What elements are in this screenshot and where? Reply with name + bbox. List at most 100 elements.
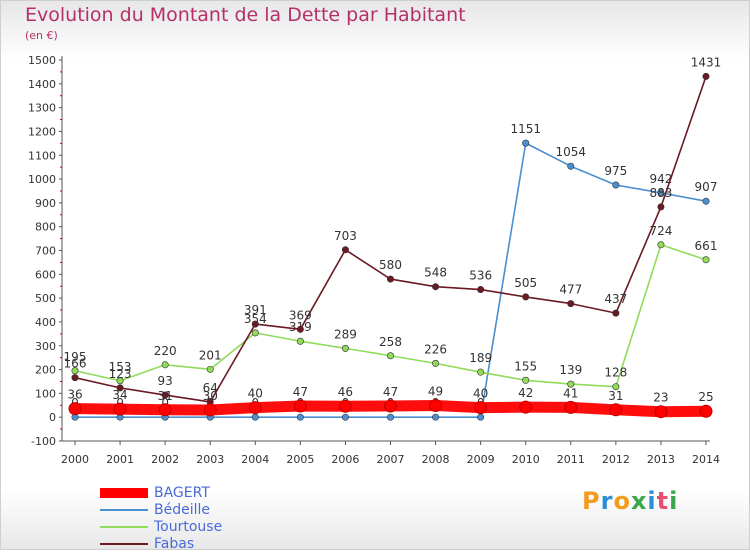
x-tick-label: 2001 xyxy=(106,453,134,466)
data-point-bedeille xyxy=(341,413,349,421)
data-point-bagert xyxy=(429,399,443,413)
data-point-fabas xyxy=(432,283,440,291)
data-label-bagert: 36 xyxy=(67,388,82,402)
data-point-tourtouse xyxy=(657,241,665,249)
data-point-fabas xyxy=(657,203,665,211)
y-tick-label: 500 xyxy=(35,292,56,305)
data-point-fabas xyxy=(567,300,575,308)
x-tick-label: 2002 xyxy=(151,453,179,466)
y-tick-label: 400 xyxy=(35,316,56,329)
x-tick-label: 2011 xyxy=(557,453,585,466)
data-label-fabas: 64 xyxy=(203,381,218,395)
legend-swatch-bedeille xyxy=(100,508,148,511)
data-point-fabas xyxy=(71,374,79,382)
data-label-tourtouse: 289 xyxy=(334,327,357,341)
data-label-tourtouse: 128 xyxy=(604,366,627,380)
data-point-bedeille xyxy=(432,413,440,421)
data-label-tourtouse: 201 xyxy=(199,348,222,362)
y-tick-label: 1000 xyxy=(28,173,56,186)
legend-item-bagert: BAGERT xyxy=(100,484,222,501)
data-label-tourtouse: 226 xyxy=(424,342,447,356)
data-point-bedeille xyxy=(386,413,394,421)
data-point-tourtouse xyxy=(386,352,394,360)
data-label-fabas: 580 xyxy=(379,258,402,272)
data-label-fabas: 437 xyxy=(604,292,627,306)
data-label-bagert: 34 xyxy=(112,388,127,402)
data-label-tourtouse: 155 xyxy=(514,359,537,373)
x-tick-label: 2013 xyxy=(647,453,675,466)
data-point-fabas xyxy=(161,391,169,399)
data-label-tourtouse: 195 xyxy=(64,350,87,364)
data-label-bagert: 31 xyxy=(158,389,173,403)
data-point-bagert xyxy=(384,399,397,413)
data-point-tourtouse xyxy=(702,256,710,264)
data-point-bagert xyxy=(203,403,217,417)
logo-letter: x xyxy=(630,487,648,515)
data-label-bedeille: 0 xyxy=(161,396,169,410)
data-label-fabas: 505 xyxy=(514,276,537,290)
data-point-bagert xyxy=(68,402,82,416)
y-tick-label: 900 xyxy=(35,197,56,210)
y-tick-label: 1300 xyxy=(28,102,56,115)
data-label-bedeille: 907 xyxy=(695,180,718,194)
data-point-fabas xyxy=(612,309,620,317)
data-point-bagert xyxy=(699,404,713,418)
data-label-bedeille: 975 xyxy=(604,164,627,178)
legend-item-tourtouse: Tourtouse xyxy=(100,518,222,535)
data-label-tourtouse: 258 xyxy=(379,335,402,349)
logo-letter: r xyxy=(600,487,614,515)
data-label-fabas: 123 xyxy=(109,367,132,381)
data-point-fabas xyxy=(251,320,259,328)
chart-subtitle: (en €) xyxy=(25,29,58,42)
data-label-tourtouse: 139 xyxy=(559,363,582,377)
data-point-tourtouse xyxy=(341,344,349,352)
y-tick-label: 100 xyxy=(35,387,56,400)
data-label-bagert: 40 xyxy=(473,387,488,401)
legend-item-fabas: Fabas xyxy=(100,535,222,552)
data-point-bagert xyxy=(564,400,578,414)
data-point-bagert xyxy=(338,399,352,413)
data-point-tourtouse xyxy=(612,383,620,391)
data-point-fabas xyxy=(702,72,710,80)
data-label-tourtouse: 354 xyxy=(244,312,267,326)
data-point-bedeille xyxy=(477,413,485,421)
data-point-tourtouse xyxy=(567,380,575,388)
data-point-bagert xyxy=(474,401,488,415)
data-point-tourtouse xyxy=(477,368,485,376)
y-tick-label: 1100 xyxy=(28,149,56,162)
data-label-bagert: 31 xyxy=(608,389,623,403)
data-point-fabas xyxy=(477,286,485,294)
data-point-tourtouse xyxy=(522,376,530,384)
data-label-fabas: 477 xyxy=(559,283,582,297)
y-tick-label: 300 xyxy=(35,340,56,353)
data-point-fabas xyxy=(522,293,530,301)
x-tick-label: 2010 xyxy=(512,453,540,466)
data-label-fabas: 166 xyxy=(64,357,87,371)
legend-item-bedeille: Bédeille xyxy=(100,501,222,518)
data-point-fabas xyxy=(341,246,349,254)
x-tick-label: 2008 xyxy=(422,453,450,466)
chart-legend: BAGERT Bédeille Tourtouse Fabas xyxy=(100,484,222,552)
x-tick-label: 2009 xyxy=(467,453,495,466)
legend-label-tourtouse: Tourtouse xyxy=(154,518,223,535)
logo-letter: i xyxy=(647,487,657,515)
data-point-bedeille xyxy=(657,189,665,197)
data-point-bagert xyxy=(248,401,262,415)
data-point-tourtouse xyxy=(161,361,169,369)
data-label-bagert: 42 xyxy=(518,386,533,400)
data-label-fabas: 369 xyxy=(289,308,312,322)
data-point-fabas xyxy=(386,275,394,283)
y-tick-label: 800 xyxy=(35,221,56,234)
x-tick-label: 2003 xyxy=(196,453,224,466)
data-label-tourtouse: 153 xyxy=(109,360,132,374)
data-label-fabas: 93 xyxy=(158,374,173,388)
data-label-bagert: 30 xyxy=(203,389,218,403)
data-label-fabas: 391 xyxy=(244,303,267,317)
data-point-bedeille xyxy=(612,181,620,189)
data-label-fabas: 536 xyxy=(469,269,492,283)
data-label-bedeille: 1151 xyxy=(510,122,541,136)
data-point-tourtouse xyxy=(432,359,440,367)
legend-swatch-bagert xyxy=(100,487,148,498)
y-tick-label: 700 xyxy=(35,245,56,258)
